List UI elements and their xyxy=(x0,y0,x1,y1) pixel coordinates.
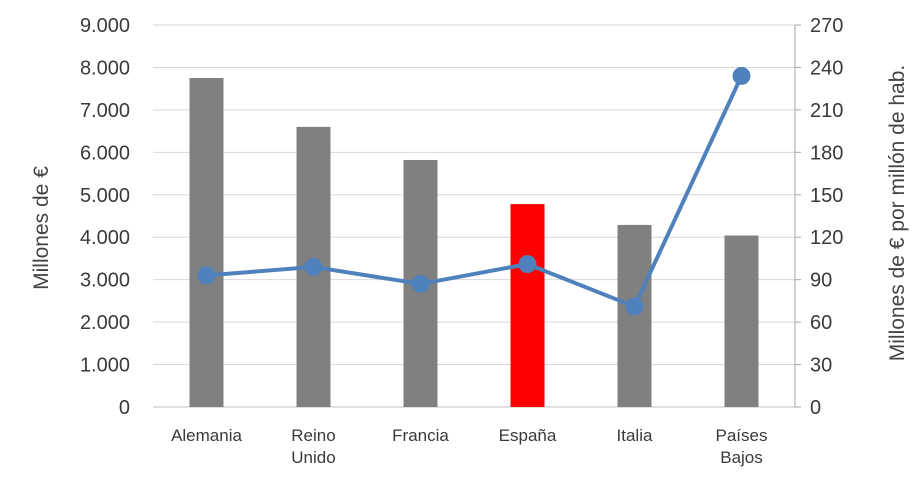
bar xyxy=(510,204,545,407)
line-series-path xyxy=(206,75,744,309)
left-tick-label: 3.000 xyxy=(80,270,130,292)
line-point xyxy=(625,297,644,316)
category-label: Italia xyxy=(617,426,653,445)
left-tick-label: 6.000 xyxy=(80,142,130,164)
bar-series xyxy=(189,78,759,408)
line-point xyxy=(732,66,751,85)
right-tick-label: 0 xyxy=(810,397,821,419)
left-tick-label: 0 xyxy=(119,397,130,419)
bar xyxy=(617,224,652,407)
right-axis: 0 30 60 90 120 150 180 210 240 270 xyxy=(794,15,843,419)
gridlines xyxy=(153,24,795,408)
right-tick-label: 210 xyxy=(810,100,843,122)
left-tick-label: 8.000 xyxy=(80,57,130,79)
bar xyxy=(189,78,224,408)
right-tick-label: 90 xyxy=(810,270,832,292)
category-label: Reino Unido xyxy=(291,426,335,467)
left-axis-title: Millones de € xyxy=(30,166,53,290)
right-tick-label: 60 xyxy=(810,312,832,334)
line-point xyxy=(411,274,430,293)
category-label: Alemania xyxy=(171,426,242,445)
category-axis: Alemania Reino Unido Francia España Italia Paí… xyxy=(171,426,767,467)
right-tick-label: 150 xyxy=(810,185,843,207)
right-axis-title: Millones de € por millón de hab. xyxy=(886,65,909,362)
left-tick-label: 2.000 xyxy=(80,312,130,334)
bar xyxy=(724,235,759,407)
line-series xyxy=(197,66,751,316)
right-tick-label: 240 xyxy=(810,57,843,79)
right-tick-label: 120 xyxy=(810,227,843,249)
category-label: Países Bajos xyxy=(716,426,768,467)
right-tick-label: 30 xyxy=(810,355,832,377)
category-label: Francia xyxy=(392,426,449,445)
line-point xyxy=(518,255,537,274)
left-tick-label: 7.000 xyxy=(80,100,130,122)
line-point xyxy=(304,257,323,276)
right-tick-label: 270 xyxy=(810,15,843,37)
left-axis: 0 1.000 2.000 3.000 4.000 5.000 6.000 7.000 8.00… xyxy=(80,15,130,419)
line-point xyxy=(197,266,216,285)
left-tick-label: 4.000 xyxy=(80,227,130,249)
right-tick-label: 180 xyxy=(810,142,843,164)
category-label: España xyxy=(499,426,557,445)
left-tick-label: 9.000 xyxy=(80,15,130,37)
left-tick-label: 5.000 xyxy=(80,185,130,207)
left-tick-label: 1.000 xyxy=(80,355,130,377)
